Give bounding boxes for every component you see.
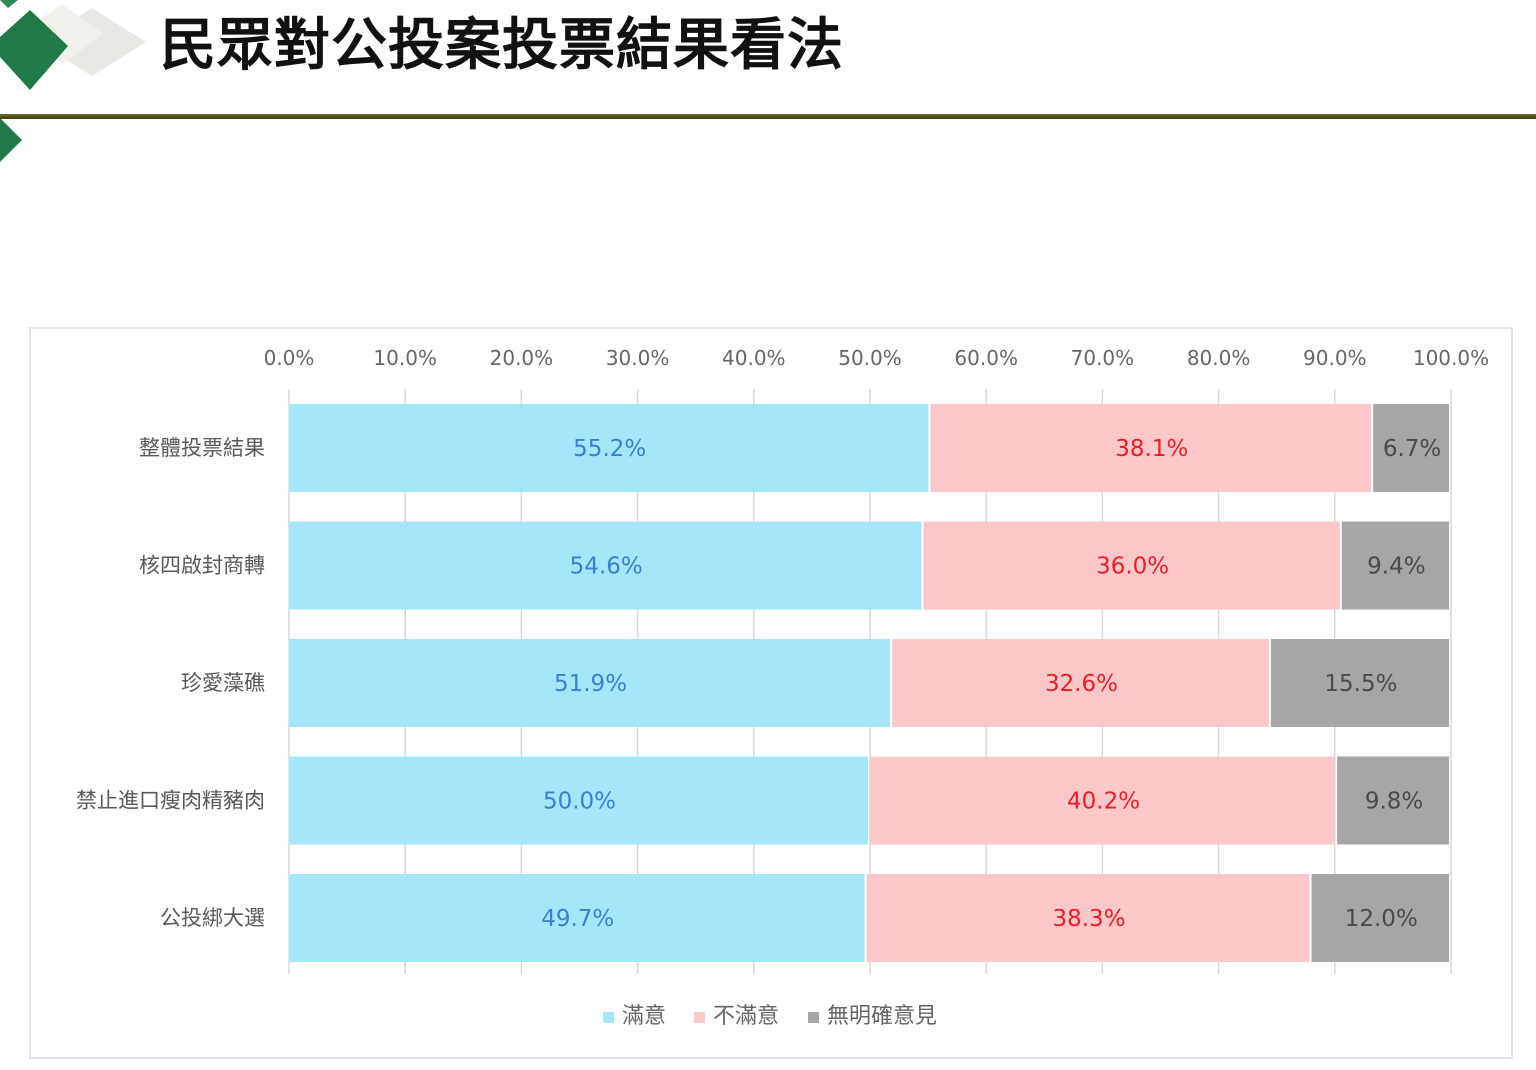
corner-diamond-decoration (0, 0, 146, 162)
bar-segment (1270, 639, 1449, 727)
bar-segment (866, 874, 1310, 962)
slide-title: 民眾對公投案投票結果看法 (160, 13, 844, 78)
legend-swatch (808, 1012, 819, 1023)
data-label: 15.5% (1324, 671, 1397, 697)
category-label: 核四啟封商轉 (139, 554, 265, 578)
category-label: 整體投票結果 (139, 436, 265, 460)
legend-item: 不滿意 (694, 1004, 779, 1029)
data-label: 50.0% (543, 789, 616, 815)
bar-segment (892, 639, 1269, 727)
legend-label: 滿意 (622, 1004, 666, 1029)
x-tick-label: 40.0% (722, 346, 786, 370)
data-label: 40.2% (1067, 789, 1140, 815)
category-label: 禁止進口瘦肉精豬肉 (76, 789, 265, 813)
data-label: 38.1% (1115, 436, 1188, 462)
bar-segment (289, 639, 891, 727)
data-label: 51.9% (554, 671, 627, 697)
category-label: 珍愛藻礁 (181, 671, 265, 695)
data-label: 12.0% (1345, 906, 1418, 932)
x-tick-label: 70.0% (1071, 346, 1135, 370)
legend-item: 滿意 (603, 1004, 666, 1029)
data-label: 49.7% (541, 906, 614, 932)
data-label: 36.0% (1096, 554, 1169, 580)
legend-label: 無明確意見 (827, 1004, 937, 1029)
x-tick-label: 50.0% (838, 346, 902, 370)
bar-segment (870, 756, 1336, 845)
legend-label: 不滿意 (713, 1004, 779, 1029)
data-label: 6.7% (1383, 436, 1441, 462)
x-tick-label: 100.0% (1413, 346, 1489, 370)
data-label: 9.4% (1367, 554, 1425, 580)
chart-container: 0.0% 10.0% 20.0% 30.0% 40.0% 50.0% 60.0% 70.0% 8… (29, 327, 1513, 1059)
data-label: 55.2% (573, 436, 646, 462)
stacked-bar-chart: 0.0% 10.0% 20.0% 30.0% 40.0% 50.0% 60.0% 70.0% 8… (76, 346, 1489, 1029)
bar-segment (930, 404, 1372, 492)
legend-swatch (603, 1012, 614, 1023)
x-tick-label: 60.0% (954, 346, 1018, 370)
bar-segment (1341, 521, 1449, 610)
data-label: 38.3% (1052, 906, 1125, 932)
bar-segment (1311, 874, 1449, 962)
bar-segment (1373, 404, 1449, 492)
bar-segment (923, 521, 1340, 610)
data-label: 9.8% (1365, 789, 1423, 815)
x-tick-label: 80.0% (1187, 346, 1251, 370)
bar-segment (289, 756, 868, 845)
legend-swatch (694, 1012, 705, 1023)
x-tick-label: 30.0% (606, 346, 670, 370)
bar-segment (289, 404, 929, 492)
data-label: 32.6% (1045, 671, 1118, 697)
x-tick-label: 90.0% (1303, 346, 1367, 370)
x-tick-label: 10.0% (373, 346, 437, 370)
category-label: 公投綁大選 (160, 906, 265, 930)
x-tick-label: 20.0% (490, 346, 554, 370)
title-divider (0, 114, 1536, 119)
legend-item: 無明確意見 (808, 1004, 937, 1029)
data-label: 54.6% (570, 554, 643, 580)
x-tick-label: 0.0% (264, 346, 315, 370)
bar-segment (289, 874, 865, 962)
bar-segment (1337, 756, 1449, 845)
bar-segment (289, 521, 922, 610)
